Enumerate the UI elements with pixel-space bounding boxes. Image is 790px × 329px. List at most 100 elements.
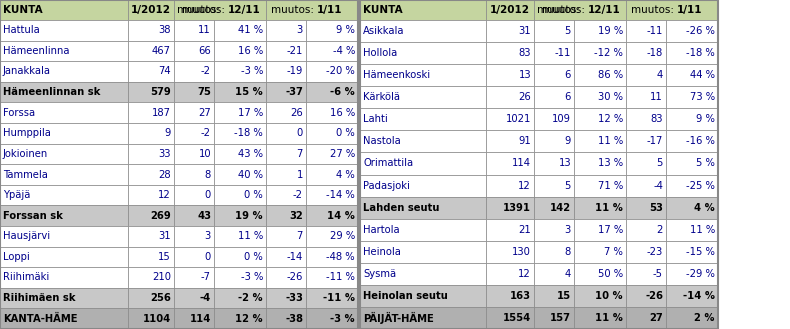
Text: 7 %: 7 % <box>604 247 623 257</box>
Text: 6: 6 <box>565 92 571 102</box>
Text: 1/11: 1/11 <box>317 5 343 15</box>
Bar <box>574 20 626 42</box>
Bar <box>486 108 534 130</box>
Text: 53: 53 <box>649 203 663 213</box>
Bar <box>360 42 486 64</box>
Text: 11 %: 11 % <box>595 203 623 213</box>
Text: 2 %: 2 % <box>694 313 715 323</box>
Bar <box>360 86 486 108</box>
Text: 26: 26 <box>290 108 303 118</box>
Text: 30 %: 30 % <box>598 92 623 102</box>
Bar <box>174 247 214 267</box>
Bar <box>666 196 718 219</box>
Bar <box>666 152 718 174</box>
Bar <box>128 40 174 61</box>
Text: 5: 5 <box>565 181 571 190</box>
Text: -4 %: -4 % <box>333 46 355 56</box>
Bar <box>266 164 306 185</box>
Bar <box>626 174 666 196</box>
Bar <box>128 288 174 308</box>
Bar <box>174 40 214 61</box>
Text: -12 %: -12 % <box>594 48 623 58</box>
Bar <box>128 226 174 247</box>
Text: Hämeenlinna: Hämeenlinna <box>3 46 70 56</box>
Text: 0 %: 0 % <box>337 128 355 138</box>
Bar <box>214 20 266 40</box>
Text: -11 %: -11 % <box>323 293 355 303</box>
Text: 8: 8 <box>565 247 571 257</box>
Bar <box>360 196 486 219</box>
Text: -11: -11 <box>647 26 663 36</box>
Text: 7: 7 <box>296 149 303 159</box>
Text: 8: 8 <box>205 169 211 180</box>
Text: 16 %: 16 % <box>238 46 263 56</box>
Text: 44 %: 44 % <box>690 70 715 80</box>
Bar <box>306 102 358 123</box>
Bar <box>306 308 358 329</box>
Text: 157: 157 <box>550 313 571 323</box>
Text: Asikkala: Asikkala <box>363 26 404 36</box>
Bar <box>174 82 214 102</box>
Text: -2: -2 <box>201 128 211 138</box>
Text: 12 %: 12 % <box>235 314 263 324</box>
Bar <box>486 174 534 196</box>
Text: 15 %: 15 % <box>235 87 263 97</box>
Text: 5 %: 5 % <box>696 159 715 168</box>
Text: muutos:: muutos: <box>542 5 588 15</box>
Text: 10: 10 <box>198 149 211 159</box>
Text: 28: 28 <box>158 169 171 180</box>
Bar <box>266 40 306 61</box>
Bar <box>0 123 128 143</box>
Bar <box>174 164 214 185</box>
Bar <box>214 288 266 308</box>
Text: 12/11: 12/11 <box>228 5 261 15</box>
Bar <box>626 219 666 241</box>
Bar <box>128 164 174 185</box>
Bar <box>128 0 174 20</box>
Text: -4: -4 <box>653 181 663 190</box>
Bar <box>574 219 626 241</box>
Text: muutos:: muutos: <box>630 5 677 15</box>
Text: 50 %: 50 % <box>598 269 623 279</box>
Bar <box>360 174 486 196</box>
Text: -4: -4 <box>200 293 211 303</box>
Text: 38: 38 <box>159 25 171 35</box>
Text: 71 %: 71 % <box>598 181 623 190</box>
Text: 3: 3 <box>205 231 211 241</box>
Text: Forssan sk: Forssan sk <box>3 211 63 221</box>
Text: Hartola: Hartola <box>363 225 400 235</box>
Text: 5: 5 <box>565 26 571 36</box>
Bar <box>574 263 626 285</box>
Text: Kärkölä: Kärkölä <box>363 92 400 102</box>
Bar <box>174 0 266 20</box>
Bar <box>574 241 626 263</box>
Text: -20 %: -20 % <box>326 66 355 77</box>
Bar <box>534 219 574 241</box>
Bar <box>128 308 174 329</box>
Bar <box>306 40 358 61</box>
Bar <box>486 0 534 20</box>
Text: Tammela: Tammela <box>3 169 48 180</box>
Text: 33: 33 <box>159 149 171 159</box>
Bar <box>534 307 574 329</box>
Bar <box>360 0 718 329</box>
Bar <box>214 164 266 185</box>
Bar <box>266 20 306 40</box>
Bar <box>534 20 574 42</box>
Text: -19: -19 <box>287 66 303 77</box>
Text: -11: -11 <box>555 48 571 58</box>
Text: 43: 43 <box>197 211 211 221</box>
Text: 91: 91 <box>518 137 531 146</box>
Text: -3 %: -3 % <box>241 272 263 283</box>
Text: 210: 210 <box>152 272 171 283</box>
Bar <box>574 174 626 196</box>
Text: Loppi: Loppi <box>3 252 30 262</box>
Bar <box>486 263 534 285</box>
Bar <box>574 86 626 108</box>
Text: -14 %: -14 % <box>326 190 355 200</box>
Text: 3: 3 <box>565 225 571 235</box>
Text: 4 %: 4 % <box>694 203 715 213</box>
Bar <box>360 108 486 130</box>
Bar <box>666 20 718 42</box>
Text: Hämeenkoski: Hämeenkoski <box>363 70 430 80</box>
